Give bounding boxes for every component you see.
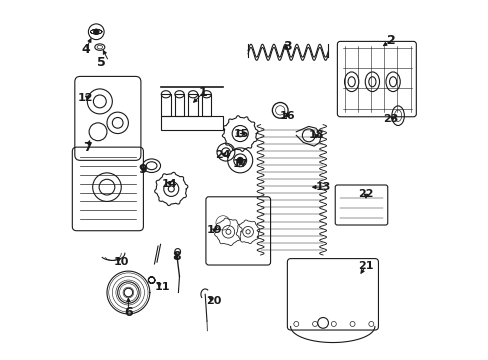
Text: 5: 5 (97, 55, 106, 69)
Text: 9: 9 (138, 163, 147, 176)
Text: 15: 15 (233, 129, 248, 139)
Text: 12: 12 (78, 93, 93, 103)
Circle shape (237, 157, 243, 163)
Text: 6: 6 (124, 306, 132, 319)
Text: 22: 22 (358, 189, 373, 199)
Text: 24: 24 (215, 150, 230, 160)
Bar (175, 94, 184, 116)
Text: 17: 17 (233, 159, 248, 169)
Text: 23: 23 (383, 114, 398, 124)
Text: 21: 21 (358, 261, 373, 271)
Bar (160, 116, 223, 130)
Text: 4: 4 (81, 43, 90, 56)
Text: 3: 3 (283, 40, 291, 53)
Text: 14: 14 (162, 179, 177, 189)
Text: 20: 20 (206, 296, 222, 306)
Text: 16: 16 (279, 111, 295, 121)
Text: 18: 18 (307, 130, 323, 140)
Text: 8: 8 (172, 250, 181, 263)
Bar (188, 94, 197, 116)
Text: 13: 13 (315, 182, 330, 192)
Text: 1: 1 (199, 86, 207, 99)
Text: 11: 11 (154, 282, 170, 292)
Text: 19: 19 (206, 225, 222, 235)
Text: 2: 2 (386, 34, 394, 47)
Bar (202, 94, 211, 116)
Bar (161, 94, 170, 116)
Text: 7: 7 (83, 141, 92, 154)
Text: 10: 10 (113, 257, 129, 267)
Circle shape (93, 29, 99, 35)
